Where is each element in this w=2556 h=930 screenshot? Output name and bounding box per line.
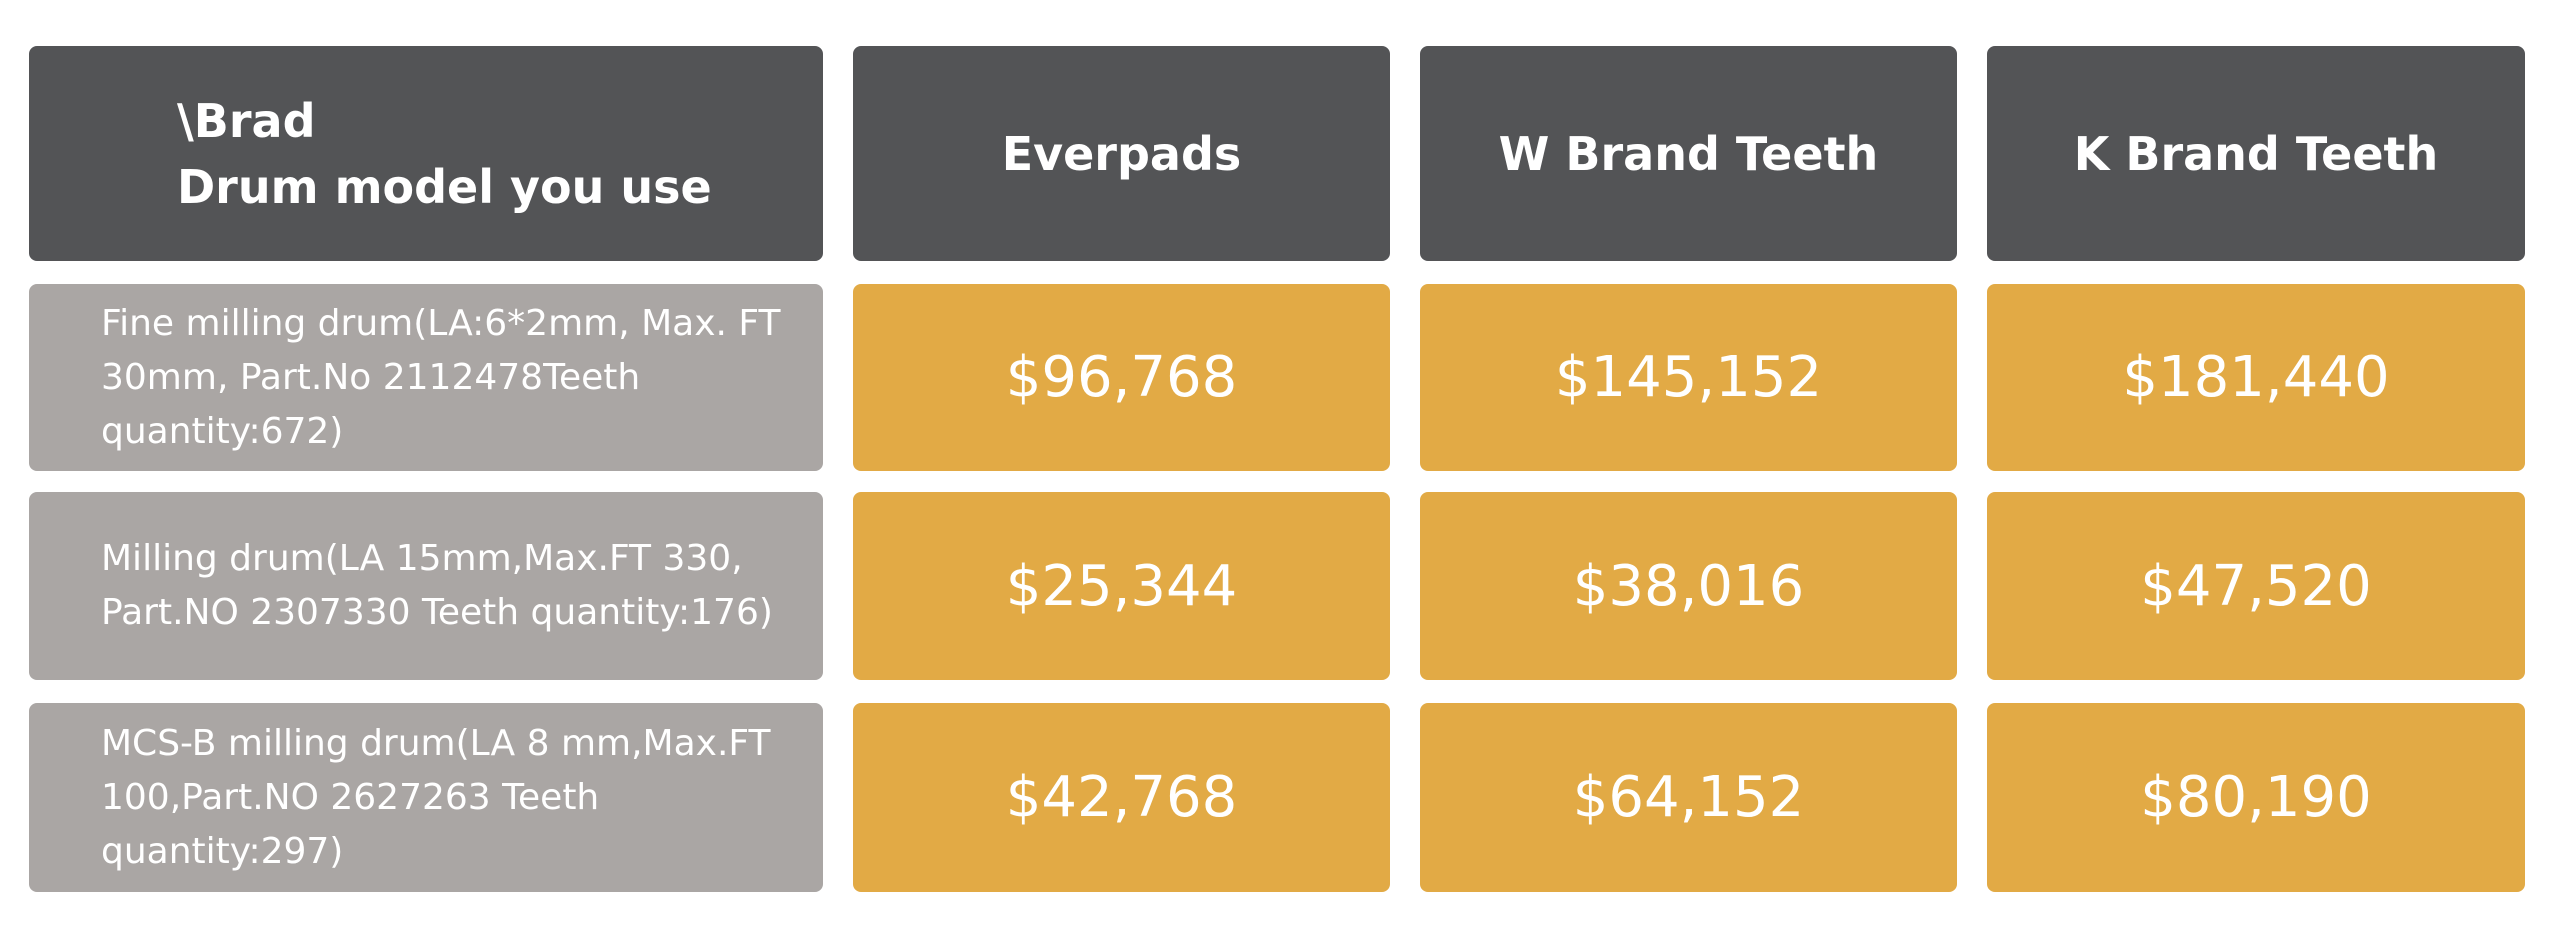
row-label: MCS-B milling drum(LA 8 mm,Max.FT 100,Pa…: [101, 722, 771, 872]
price: $181,440: [2122, 345, 2390, 410]
price-cell: $145,152: [1420, 284, 1957, 471]
price-cell: $96,768: [853, 284, 1390, 471]
row-label-cell: Milling drum(LA 15mm,Max.FT 330, Part.NO…: [29, 492, 823, 680]
price-cell: $47,520: [1987, 492, 2525, 680]
corner-line: Drum model you use: [177, 159, 712, 214]
row-label: Fine milling drum(LA:6*2mm, Max. FT 30mm…: [101, 302, 781, 452]
price-cell: $25,344: [853, 492, 1390, 680]
row-label: Milling drum(LA 15mm,Max.FT 330, Part.NO…: [101, 538, 773, 633]
column-header: W Brand Teeth: [1420, 46, 1957, 261]
price: $80,190: [2140, 765, 2372, 830]
row-label-cell: Fine milling drum(LA:6*2mm, Max. FT 30mm…: [29, 284, 823, 471]
price: $64,152: [1572, 765, 1805, 830]
price: $42,768: [1005, 765, 1238, 830]
price: $96,768: [1005, 345, 1238, 410]
price-cell: $80,190: [1987, 703, 2525, 892]
column-title: Everpads: [1001, 126, 1242, 181]
column-title: K Brand Teeth: [2073, 126, 2439, 181]
row-label-cell: MCS-B milling drum(LA 8 mm,Max.FT 100,Pa…: [29, 703, 823, 892]
price: $25,344: [1005, 553, 1238, 619]
column-header: K Brand Teeth: [1987, 46, 2525, 261]
price-cell: $181,440: [1987, 284, 2525, 471]
column-title: W Brand Teeth: [1498, 126, 1879, 181]
corner-line: \Brad: [177, 93, 316, 148]
price: $145,152: [1554, 345, 1823, 410]
price: $38,016: [1572, 553, 1805, 619]
price-cell: $42,768: [853, 703, 1390, 892]
price: $47,520: [2140, 553, 2372, 619]
price-cell: $64,152: [1420, 703, 1957, 892]
column-header: Everpads: [853, 46, 1390, 261]
price-cell: $38,016: [1420, 492, 1957, 680]
corner-header: \Brad Drum model you use: [29, 46, 823, 261]
